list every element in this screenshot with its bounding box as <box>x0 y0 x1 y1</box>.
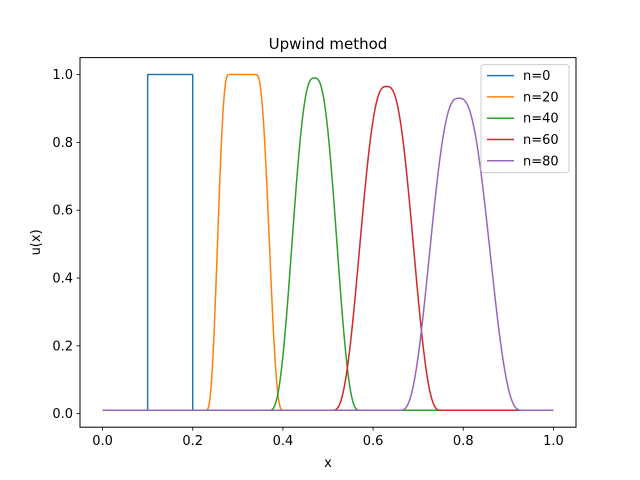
x-tick-label: 1.0 <box>543 434 564 449</box>
y-axis-ticks: 0.0 0.2 0.4 0.6 0.8 1.0 <box>52 68 80 422</box>
y-tick-label: 1.0 <box>52 68 73 83</box>
legend: n=0 n=20 n=40 n=60 n=80 <box>480 64 570 174</box>
y-tick-label: 0.4 <box>52 272 73 287</box>
y-tick-label: 0.2 <box>52 339 73 354</box>
plot-lines <box>102 73 554 411</box>
y-tick-label: 0.6 <box>52 204 73 219</box>
x-axis-title: x <box>324 456 332 471</box>
legend-box <box>480 64 570 174</box>
x-tick-label: 0.6 <box>363 434 384 449</box>
legend-label-n-60: n=60 <box>523 133 559 148</box>
legend-label-n-80: n=80 <box>523 154 559 169</box>
chart-title: Upwind method <box>269 35 388 53</box>
legend-label-n-20: n=20 <box>523 90 559 105</box>
x-axis-ticks: 0.0 0.2 0.4 0.6 0.8 1.0 <box>92 427 564 449</box>
series-line-n-80 <box>102 97 554 411</box>
x-tick-label: 0.4 <box>273 434 294 449</box>
y-axis-title: u(x) <box>29 229 44 255</box>
legend-label-n-0: n=0 <box>523 69 550 84</box>
x-tick-label: 0.0 <box>92 434 113 449</box>
plot-frame <box>79 57 577 428</box>
y-tick-label: 0.0 <box>52 407 73 422</box>
y-tick-label: 0.8 <box>52 136 73 151</box>
x-tick-label: 0.2 <box>182 434 203 449</box>
x-tick-label: 0.8 <box>453 434 474 449</box>
legend-label-n-40: n=40 <box>523 112 559 127</box>
